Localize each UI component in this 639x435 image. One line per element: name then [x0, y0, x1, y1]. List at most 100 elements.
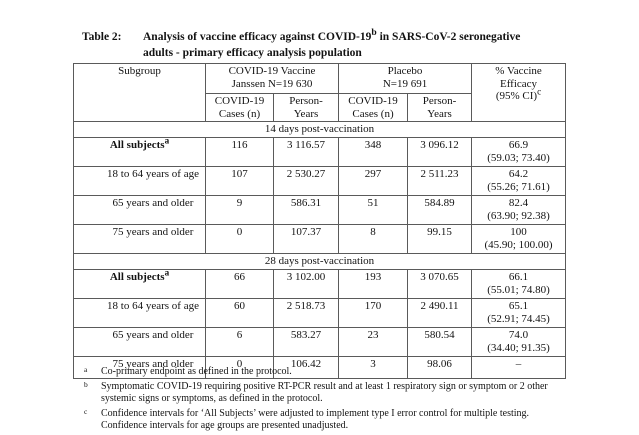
vaccine-efficacy-cell: 82.4 (63.90; 92.38) [471, 195, 567, 226]
placebo-cases-cell: 348 [338, 137, 409, 168]
vaccine-cases-cell: 60 [205, 298, 274, 329]
placebo-cases-cell: 8 [338, 224, 409, 255]
footnotes: a Co-primary endpoint as defined in the … [84, 365, 596, 435]
subgroup-superscript: a [164, 135, 170, 146]
footnote-text-line1: Co-primary endpoint as defined in the pr… [101, 366, 292, 377]
confidence-interval: (45.90; 100.00) [484, 238, 553, 251]
placebo-person-years-cell: 3 096.12 [407, 137, 473, 168]
ve-header-line2: Efficacy [499, 77, 538, 90]
cases-header-line2: Cases (n) [352, 107, 394, 120]
cases-header-line1: COVID-19 [214, 95, 265, 107]
vaccine-efficacy-cell: 66.1 (55.01; 74.80) [471, 269, 567, 300]
table-row: 65 years and older 6 583.27 23 580.54 74… [73, 327, 567, 358]
vaccine-person-years-cell: 3 116.57 [272, 137, 340, 168]
vaccine-person-years-cell: 107.37 [272, 224, 340, 255]
footnote-marker: a [84, 365, 88, 374]
vaccine-efficacy-cell: 65.1 (52.91; 74.45) [471, 298, 567, 329]
vaccine-cases-cell: 107 [205, 166, 274, 197]
footnote-text-line2: Confidence intervals for age groups are … [101, 420, 349, 431]
placebo-person-years-cell: 2 511.23 [407, 166, 473, 197]
vaccine-person-years-cell: 2 518.73 [272, 298, 340, 329]
table-title: Table 2: Analysis of vaccine efficacy ag… [82, 27, 573, 62]
vaccine-group-line1: COVID-19 Vaccine [228, 65, 316, 77]
subgroup-label: All subjects [109, 271, 165, 284]
subgroup-cell: All subjectsa [73, 135, 206, 168]
subgroup-cell: 75 years and older [73, 224, 206, 255]
table-title-superscript: b [371, 27, 377, 39]
vaccine-efficacy-cell: – [471, 356, 567, 380]
table-row: All subjectsa 116 3 116.57 348 3 096.12 … [73, 135, 567, 168]
vaccine-cases-cell: 66 [205, 269, 274, 300]
py-header-line2: Years [293, 107, 319, 120]
placebo-cases-cell: 23 [338, 327, 409, 358]
footnote-text-line1: Confidence intervals for ‘All Subjects’ … [101, 407, 530, 419]
ve-header-ci-text: (95% CI) [495, 90, 538, 103]
py-header-line2: Years [427, 107, 452, 120]
placebo-group-line1: Placebo [387, 65, 423, 77]
table-row: 18 to 64 years of age 107 2 530.27 297 2… [73, 166, 567, 197]
vaccine-person-years-cell: 2 530.27 [272, 166, 340, 197]
col-header-vaccine-efficacy: % Vaccine Efficacy (95% CI)c [471, 62, 567, 123]
footnote-marker: c [84, 406, 88, 416]
efficacy-value: 74.0 [508, 329, 529, 342]
vaccine-cases-cell: 9 [205, 195, 274, 226]
placebo-person-years-cell: 584.89 [407, 195, 473, 226]
vaccine-cases-cell: 0 [205, 356, 274, 380]
ve-header-superscript: c [537, 86, 542, 97]
placebo-group-line2: N=19 691 [382, 77, 428, 90]
subgroup-cell: All subjectsa [73, 268, 206, 300]
subgroup-cell: 65 years and older [73, 327, 206, 358]
placebo-cases-cell: 297 [338, 166, 409, 197]
py-header-line1: Person- [289, 95, 323, 107]
placebo-person-years-cell: 2 490.11 [407, 298, 473, 329]
table-row: 75 years and older 0 107.37 8 99.15 100(… [73, 224, 567, 255]
vaccine-person-years-cell: 586.31 [272, 195, 340, 226]
section-header-label: 14 days post-vaccination [72, 121, 567, 139]
cases-header-line2: Cases (n) [218, 107, 261, 120]
table-title-text: Analysis of vaccine efficacy against COV… [143, 27, 573, 62]
subgroup-label: All subjects [109, 139, 165, 152]
vaccine-efficacy-cell: 64.2 (55.26; 71.61) [471, 166, 567, 197]
efficacy-value: 100 [510, 226, 527, 239]
vaccine-efficacy-cell: 74.0 (34.40; 91.35) [471, 327, 567, 358]
efficacy-value: 66.9 [508, 139, 529, 152]
vaccine-person-years-cell: 106.42 [272, 356, 340, 380]
section-header-28-days: 28 days post-vaccination [72, 253, 567, 271]
ve-header-line3: (95% CI)c [474, 86, 563, 103]
footnote-a: a Co-primary endpoint as defined in the … [84, 365, 596, 379]
confidence-interval: (34.40; 91.35) [487, 341, 550, 354]
subgroup-cell: 65 years and older [73, 195, 206, 226]
efficacy-value: 82.4 [508, 197, 529, 210]
vaccine-person-years-cell: 583.27 [272, 327, 340, 358]
col-header-covid-cases-vaccine: COVID-19 Cases (n) [205, 92, 274, 123]
py-header-line1: Person- [422, 95, 457, 107]
section-header-label: 28 days post-vaccination [72, 253, 567, 271]
vaccine-efficacy-cell: 100 (45.90; 100.00) [471, 224, 567, 255]
header-group-row: Subgroup COVID-19 Vaccine Janssen N=19 63… [73, 62, 567, 123]
table-row: 18 to 64 years of age 60 2 518.73 170 2 … [73, 298, 567, 329]
subgroup-cell: 18 to 64 years of age [73, 166, 206, 197]
confidence-interval: (55.01; 74.80) [487, 283, 550, 296]
footnote-marker: b [84, 379, 88, 389]
vaccine-group-line2: Janssen N=19 630 [231, 77, 313, 90]
table-row: 75 years and older 0 106.42 3 98.06 – [73, 356, 567, 380]
col-header-covid-cases-placebo: COVID-19 Cases (n) [338, 92, 409, 123]
placebo-cases-cell: 170 [338, 298, 409, 329]
confidence-interval: (63.90; 92.38) [487, 209, 550, 222]
col-header-person-years-vaccine: Person- Years [272, 92, 340, 123]
placebo-person-years-cell: 99.15 [407, 224, 473, 255]
vaccine-efficacy-cell: 66.9 (59.03; 73.40) [471, 137, 567, 168]
footnote-c: c Confidence intervals for ‘All Subjects… [84, 406, 596, 433]
table-row: All subjectsa 66 3 102.00 193 3 070.65 6… [73, 268, 567, 300]
cases-header-line1: COVID-19 [348, 95, 398, 107]
vaccine-cases-cell: 0 [205, 224, 274, 255]
confidence-interval: (52.91; 74.45) [487, 312, 550, 325]
header-sub-row: COVID-19 Cases (n) Person- Years COVID-19 C… [74, 92, 566, 123]
placebo-cases-cell: 193 [338, 269, 409, 300]
vaccine-cases-cell: 6 [205, 327, 274, 358]
table-title-label: Table 2: [82, 31, 122, 43]
subgroup-cell: 18 to 64 years of age [73, 298, 206, 329]
col-header-placebo-group: Placebo N=19 691 [338, 63, 473, 94]
confidence-interval: (59.03; 73.40) [487, 151, 550, 164]
footnote-text-line1: Symptomatic COVID-19 requiring positive … [101, 380, 548, 392]
